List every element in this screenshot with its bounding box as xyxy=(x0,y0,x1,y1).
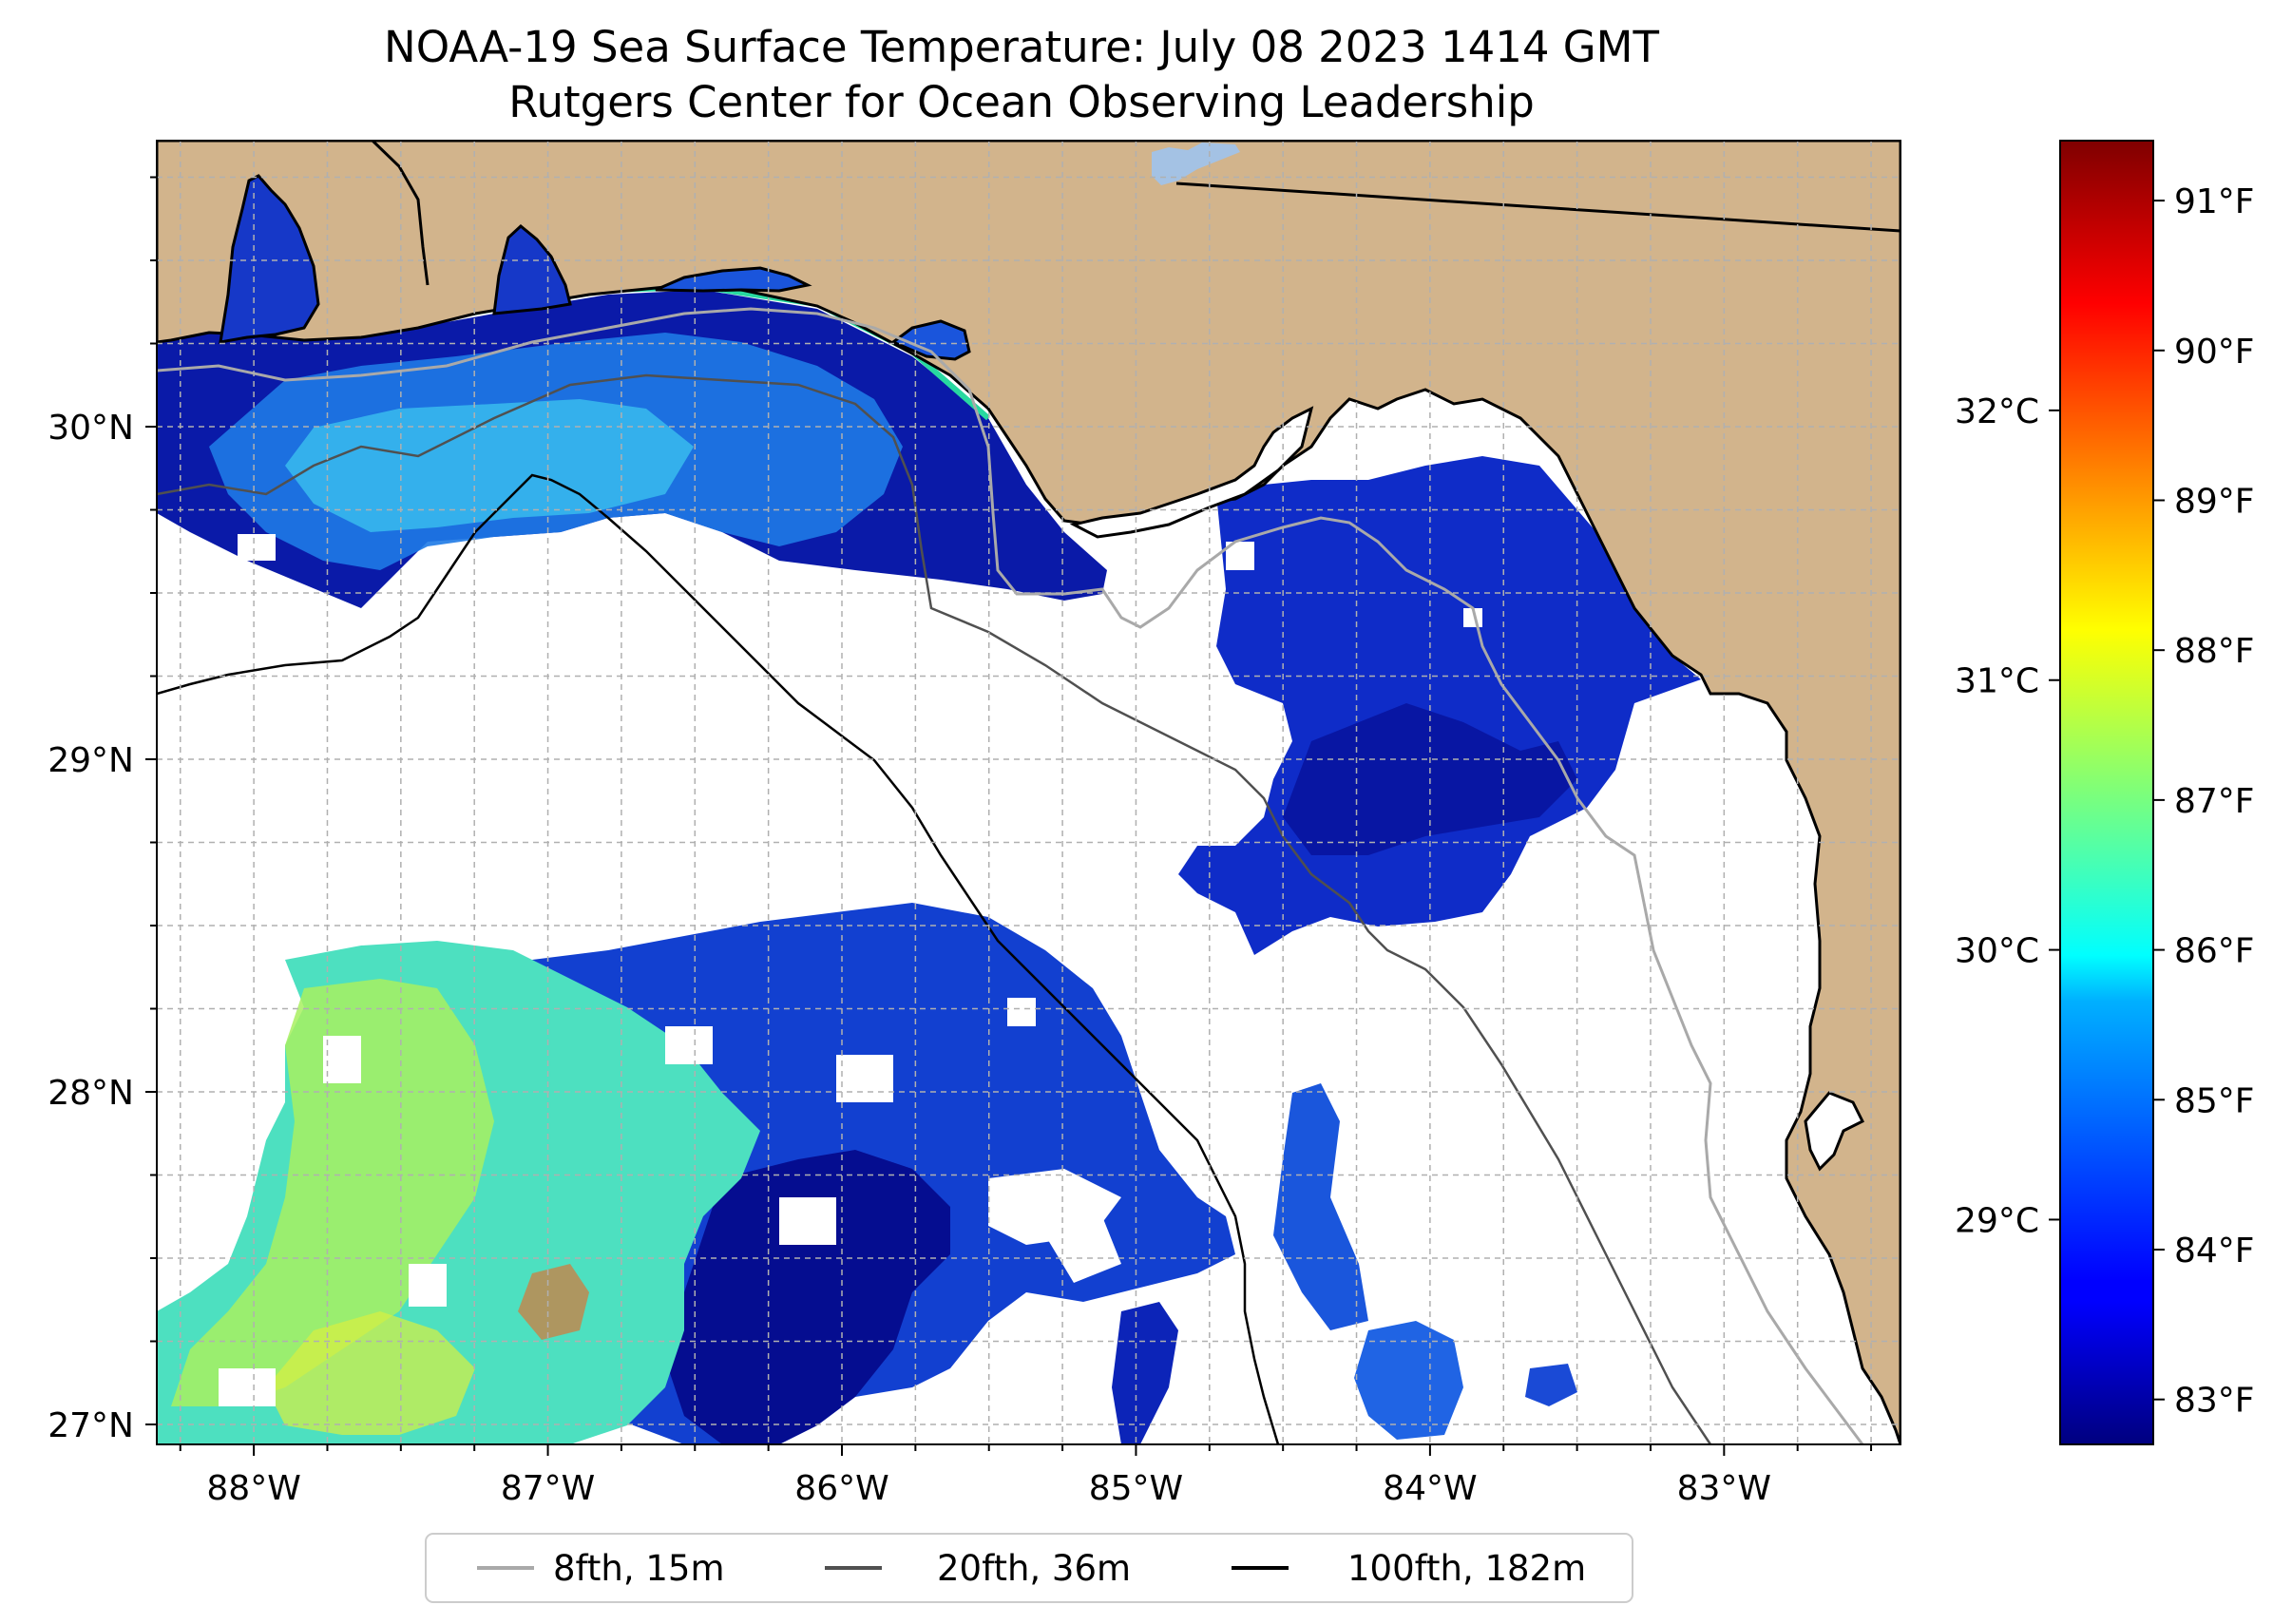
isobath-100fth xyxy=(157,473,1280,1444)
lake xyxy=(1152,143,1240,185)
colorbar-gradient xyxy=(2059,140,2154,1445)
cbar-f-label: 86°F xyxy=(2174,932,2255,971)
title-line-1: NOAA-19 Sea Surface Temperature: July 08… xyxy=(384,22,1659,72)
isobath-legend: 8fth, 15m 20fth, 36m 100fth, 182m xyxy=(425,1533,1633,1603)
gridlines xyxy=(157,141,1900,1444)
x-tick-label: 86°W xyxy=(794,1469,888,1508)
x-tick-label: 85°W xyxy=(1089,1469,1183,1508)
sst-patch-1 xyxy=(1273,1083,1368,1330)
sst-patch-2 xyxy=(1354,1321,1463,1440)
sst-south-darkblue xyxy=(665,1150,950,1444)
y-axis: 27°N 28°N 29°N 30°N xyxy=(48,176,157,1445)
sst-patch-4 xyxy=(1525,1364,1577,1406)
x-tick-label: 83°W xyxy=(1677,1469,1771,1508)
cbar-c-label: 30°C xyxy=(1955,932,2039,971)
legend-label-8fth: 8fth, 15m xyxy=(553,1548,725,1589)
y-tick-label: 28°N xyxy=(48,1074,134,1113)
cbar-c-label: 32°C xyxy=(1955,392,2039,431)
sst-patch-3 xyxy=(1112,1302,1178,1444)
bay-st-andrew xyxy=(890,319,971,361)
no-data-holes xyxy=(219,534,1482,1406)
sst-cyan-core xyxy=(285,399,694,532)
y-tick-label: 30°N xyxy=(48,409,134,448)
colorbar-fahrenheit-ticks: 83°F 84°F 85°F 86°F 87°F 88°F 89°F 90°F 91°F xyxy=(2153,182,2255,1421)
isobath-20fth xyxy=(157,373,1712,1444)
state-border xyxy=(1175,182,1900,233)
legend-label-100fth: 100fth, 182m xyxy=(1347,1548,1586,1589)
y-tick-label: 27°N xyxy=(48,1406,134,1445)
legend-label-20fth: 20fth, 36m xyxy=(937,1548,1131,1589)
cbar-f-label: 85°F xyxy=(2174,1081,2255,1120)
x-tick-label: 84°W xyxy=(1383,1469,1477,1508)
colorbar: 83°F 84°F 85°F 86°F 87°F 88°F 89°F 90°F 91°F 29°… xyxy=(1955,140,2255,1445)
sst-southwest-green xyxy=(171,979,494,1406)
cbar-c-label: 31°C xyxy=(1955,662,2039,701)
cbar-f-label: 88°F xyxy=(2174,632,2255,671)
x-tick-label: 88°W xyxy=(206,1469,300,1508)
cbar-f-label: 90°F xyxy=(2174,333,2255,372)
cbar-c-label: 29°C xyxy=(1955,1201,2039,1240)
bay-apalachicola xyxy=(1069,406,1314,539)
sst-hotspot xyxy=(518,1264,589,1340)
cbar-f-label: 91°F xyxy=(2174,182,2255,221)
bay-pensacola xyxy=(492,224,572,315)
bay-choctawhatchee xyxy=(655,266,812,293)
legend-box xyxy=(425,1533,1633,1603)
map-frame xyxy=(156,140,1901,1445)
sst-data-layer xyxy=(157,181,1701,1444)
sst-southwest-yellow xyxy=(266,1311,475,1435)
bay-mobile xyxy=(219,174,320,344)
y-tick-label: 29°N xyxy=(48,741,134,780)
state-border-west xyxy=(371,141,430,286)
cbar-f-label: 89°F xyxy=(2174,482,2255,521)
x-tick-label: 87°W xyxy=(501,1469,595,1508)
x-axis: 88°W 87°W 86°W 85°W 84°W 83°W xyxy=(179,1444,1873,1508)
sst-map xyxy=(157,141,1900,1444)
title-line-2: Rutgers Center for Ocean Observing Leade… xyxy=(508,77,1535,127)
isobath-8fth xyxy=(157,307,1864,1444)
cbar-f-label: 87°F xyxy=(2174,782,2255,821)
bay-tampa xyxy=(1804,1091,1865,1172)
colorbar-celsius-ticks: 29°C 30°C 31°C 32°C xyxy=(1955,392,2060,1240)
cbar-f-label: 83°F xyxy=(2174,1382,2255,1421)
cbar-f-label: 84°F xyxy=(2174,1232,2255,1271)
